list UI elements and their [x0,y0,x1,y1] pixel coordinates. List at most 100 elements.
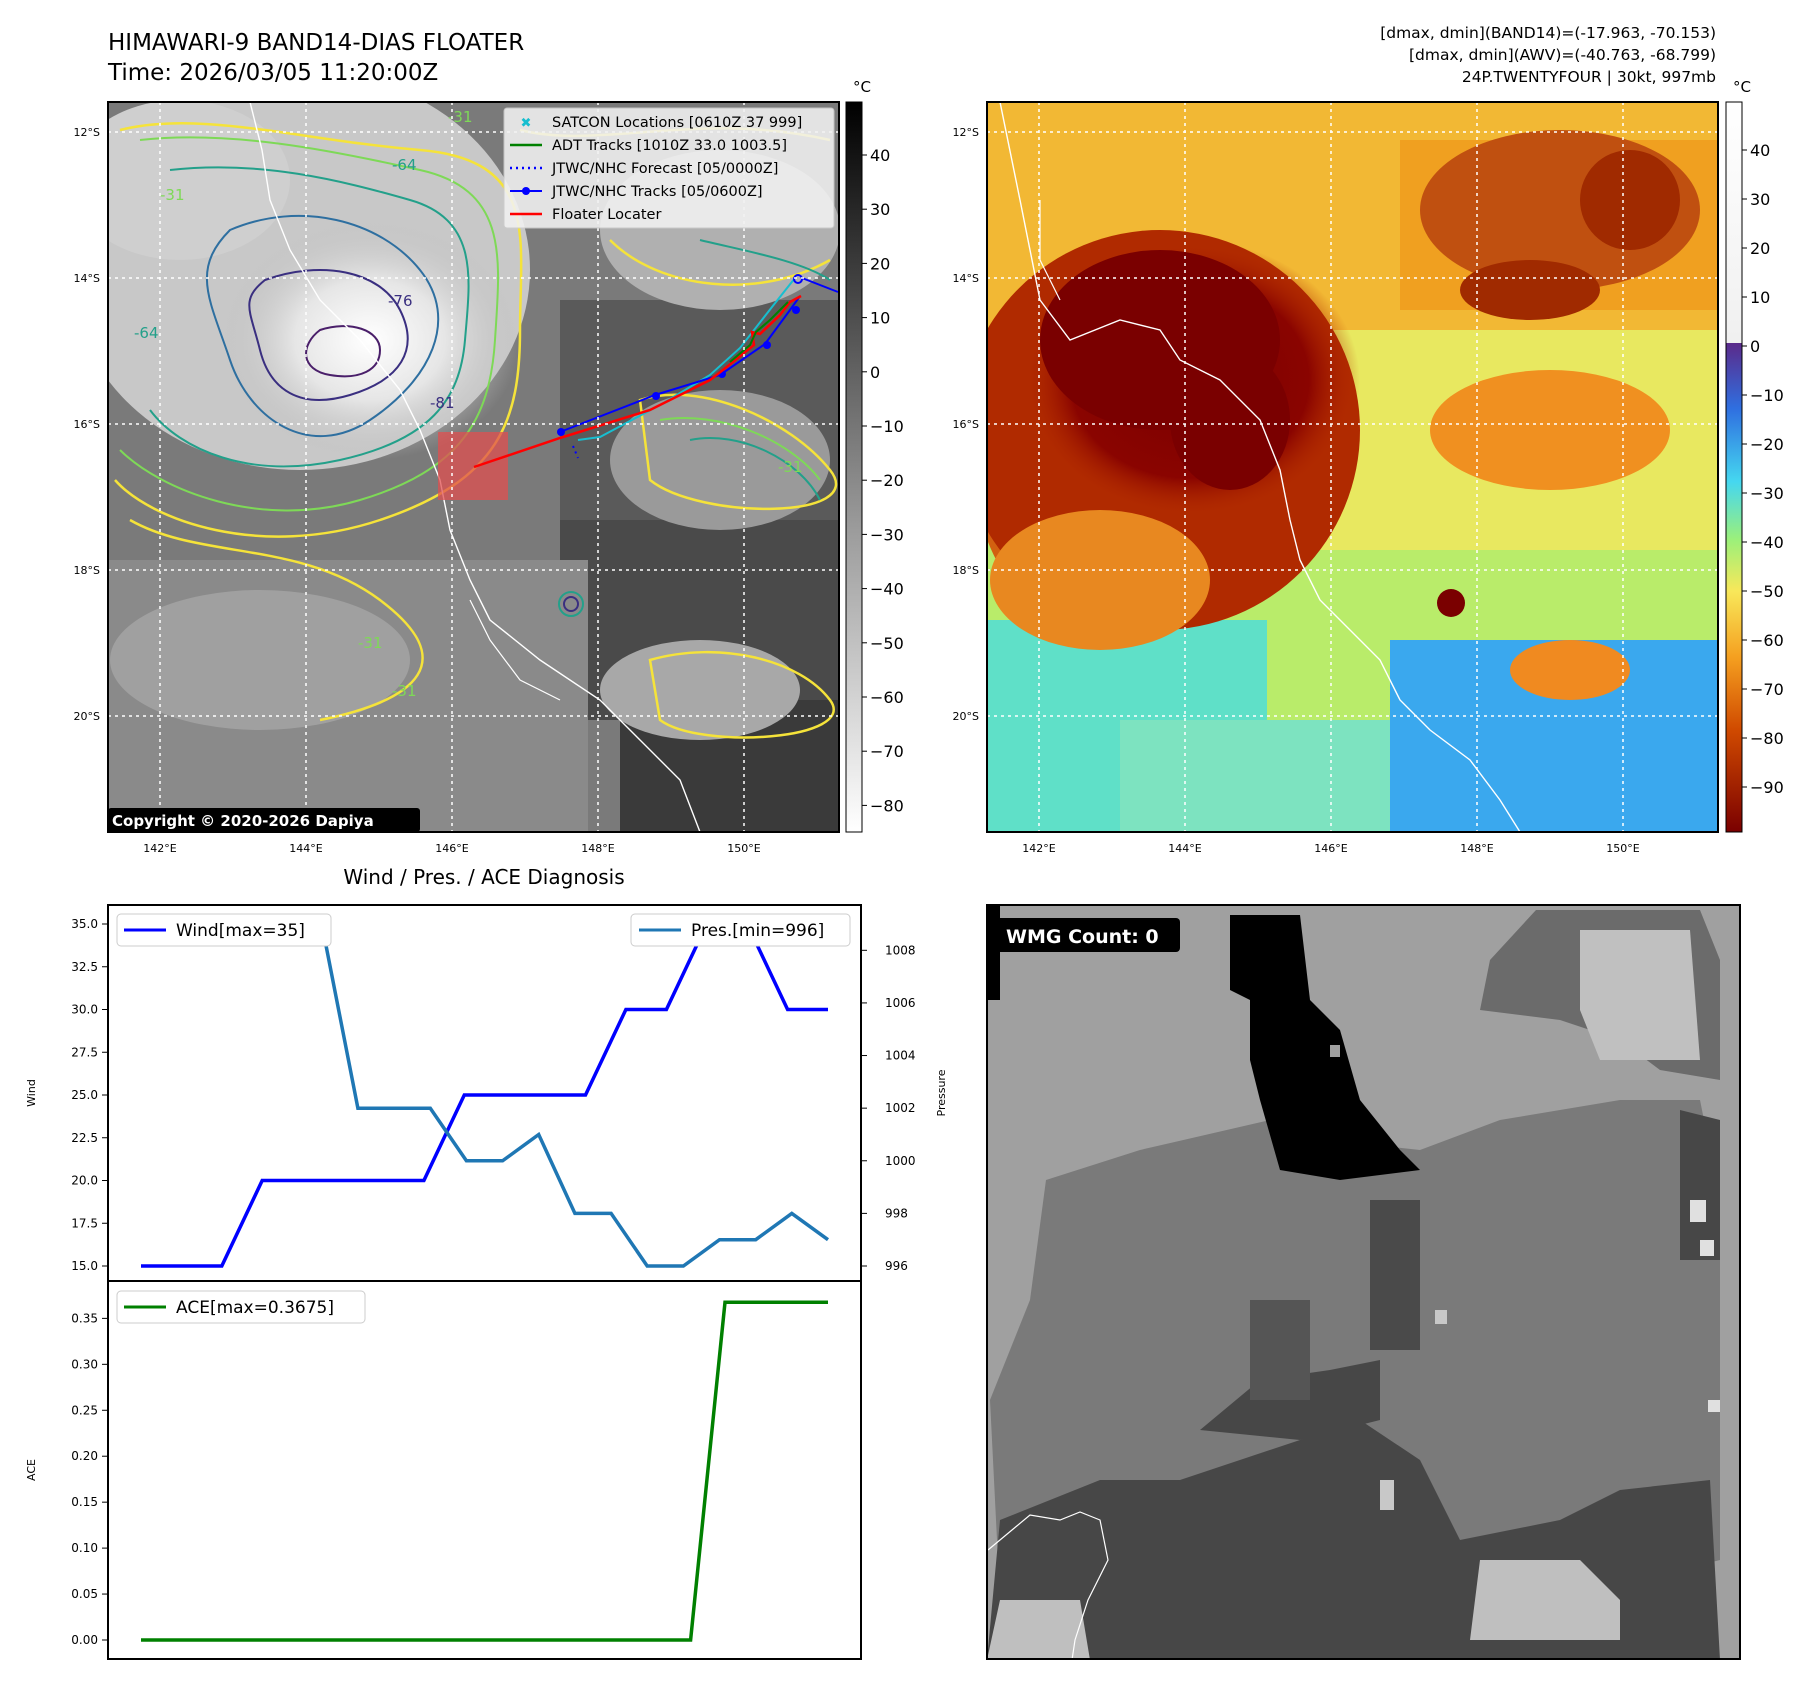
colorbar-unit: °C [1733,78,1751,96]
ace-tick-label: 0.25 [71,1403,98,1417]
colorbar-tick-label: 20 [870,254,890,273]
timestamp-title: Time: 2026/03/05 11:20:00Z [107,60,438,86]
colorbar-tick-label: −50 [1750,582,1784,601]
wind-legend: Wind[max=35] [116,913,332,947]
contour-label: -31 [778,458,803,476]
ace-legend: ACE[max=0.3675] [116,1290,366,1324]
ace-tick-label: 0.05 [71,1587,98,1601]
copyright-box [108,808,420,832]
ace-legend-label: ACE[max=0.3675] [176,1298,334,1318]
pressure-tick-label: 1000 [885,1154,916,1168]
main-title: HIMAWARI-9 BAND14-DIAS FLOATER [108,30,524,56]
contour-label: -31 [358,634,383,652]
lon-label: 148°E [581,842,614,855]
wmg-count-label: WMG Count: 0 [1006,926,1159,948]
colorbar-tick-label: −30 [1750,484,1784,503]
wind-pressure-plot: 35.0 32.5 30.0 27.5 25.0 22.5 20.0 17.5 15.0 1008… [71,904,916,1282]
ace-axis-label: ACE [25,1459,38,1481]
pressure-tick-label: 1002 [885,1101,916,1115]
lat-label: 18°S [953,564,979,577]
contour-label: -31 [392,682,417,700]
lon-label: 146°E [435,842,468,855]
lon-label: 150°E [1606,842,1639,855]
wind-tick-label: 27.5 [71,1045,98,1059]
wind-tick-label: 17.5 [71,1216,98,1230]
pressure-tick-label: 1008 [885,943,916,957]
info-storm: 24P.TWENTYFOUR | 30kt, 997mb [1462,68,1716,86]
lon-label: 142°E [143,842,176,855]
colorbar-tick-label: −10 [1750,386,1784,405]
pressure-axis-label: Pressure [935,1069,948,1116]
contour-label: -31 [448,108,473,126]
info-awv: [dmax, dmin](AWV)=(-40.763, -68.799) [1409,46,1716,64]
map-legend: ✖ SATCON Locations [0610Z 37 999] ADT Tr… [503,107,835,229]
lat-label: 16°S [953,418,979,431]
colorbar-tick-label: −40 [1750,533,1784,552]
lon-label: 144°E [289,842,322,855]
colorbar-tick-label: 20 [1750,239,1770,258]
pressure-tick-label: 998 [885,1206,908,1220]
lat-label: 12°S [74,126,100,139]
ace-tick-label: 0.20 [71,1449,98,1463]
copyright: Copyright © 2020-2026 Dapiya [112,812,374,830]
lon-label: 144°E [1168,842,1201,855]
lat-label: 14°S [953,272,979,285]
floater-box [438,432,508,500]
legend-tracks: JTWC/NHC Tracks [05/0600Z] [551,184,763,200]
colorbar-tick-label: −20 [1750,435,1784,454]
ace-tick-label: 0.00 [71,1633,98,1647]
lat-label: 20°S [953,710,979,723]
wind-tick-label: 35.0 [71,917,98,931]
wind-legend-label: Wind[max=35] [176,921,305,941]
colorbar-tick-label: −30 [870,525,904,544]
gridlines [987,102,1718,832]
legend-forecast: JTWC/NHC Forecast [05/0000Z] [551,161,778,177]
lat-label: 16°S [74,418,100,431]
lat-label: 18°S [74,564,100,577]
pressure-legend: Pres.[min=996] [630,913,851,947]
colorbar-tick-label: 10 [870,309,890,328]
diag-title: Wind / Pres. / ACE Diagnosis [343,865,624,889]
colorbar-tick-label: 30 [1750,190,1770,209]
colorbar-tick-label: −50 [870,634,904,653]
wind-tick-label: 20.0 [71,1174,98,1188]
map2-lat-labels: 12°S 14°S 16°S 18°S 20°S [953,126,979,723]
colorbar-unit: °C [853,78,871,96]
colorbar-tick-label: 0 [1750,337,1760,356]
colorbar-tick-label: −80 [1750,729,1784,748]
ace-tick-label: 0.30 [71,1357,98,1371]
contour-label: -64 [392,156,417,174]
pressure-tick-label: 1004 [885,1049,916,1063]
wind-tick-label: 15.0 [71,1259,98,1273]
wind-tick-label: 25.0 [71,1088,98,1102]
pressure-tick-label: 1006 [885,996,916,1010]
colorbar-tick-label: 40 [1750,141,1770,160]
legend-adt: ADT Tracks [1010Z 33.0 1003.5] [552,138,787,154]
lon-label: 146°E [1314,842,1347,855]
wind-tick-label: 32.5 [71,960,98,974]
ir-map-frame [107,101,840,833]
colorbar-tick-label: −70 [870,742,904,761]
ace-tick-label: 0.15 [71,1495,98,1509]
map2-lon-labels: 142°E 144°E 146°E 148°E 150°E [1022,842,1639,855]
colorbar-tick-label: −60 [1750,631,1784,650]
colorbar-tick-label: 0 [870,363,880,382]
map1-lon-labels: 142°E 144°E 146°E 148°E 150°E [143,842,760,855]
lat-label: 20°S [74,710,100,723]
wind-tick-label: 30.0 [71,1003,98,1017]
colorbar-tick-label: 10 [1750,288,1770,307]
colorbar-tick-label: −90 [1750,778,1784,797]
legend-satcon: SATCON Locations [0610Z 37 999] [552,115,802,131]
colorbar-tick-label: −80 [870,796,904,815]
colorbar-tick-label: −20 [870,471,904,490]
lon-label: 142°E [1022,842,1055,855]
wind-tick-label: 22.5 [71,1131,98,1145]
pressure-legend-label: Pres.[min=996] [691,921,824,941]
awv-map-panel [987,102,1718,832]
awv-colorbar: °C 40 30 20 10 0 −10 −20 −30 −40 −50 −60 −70 −80 −90 [1725,78,1784,833]
legend-floater: Floater Locater [552,207,661,223]
info-band14: [dmax, dmin](BAND14)=(-17.963, -70.153) [1380,24,1716,42]
lat-label: 14°S [74,272,100,285]
ace-plot: 0.35 0.30 0.25 0.20 0.15 0.10 0.05 0.00 [71,1280,862,1660]
